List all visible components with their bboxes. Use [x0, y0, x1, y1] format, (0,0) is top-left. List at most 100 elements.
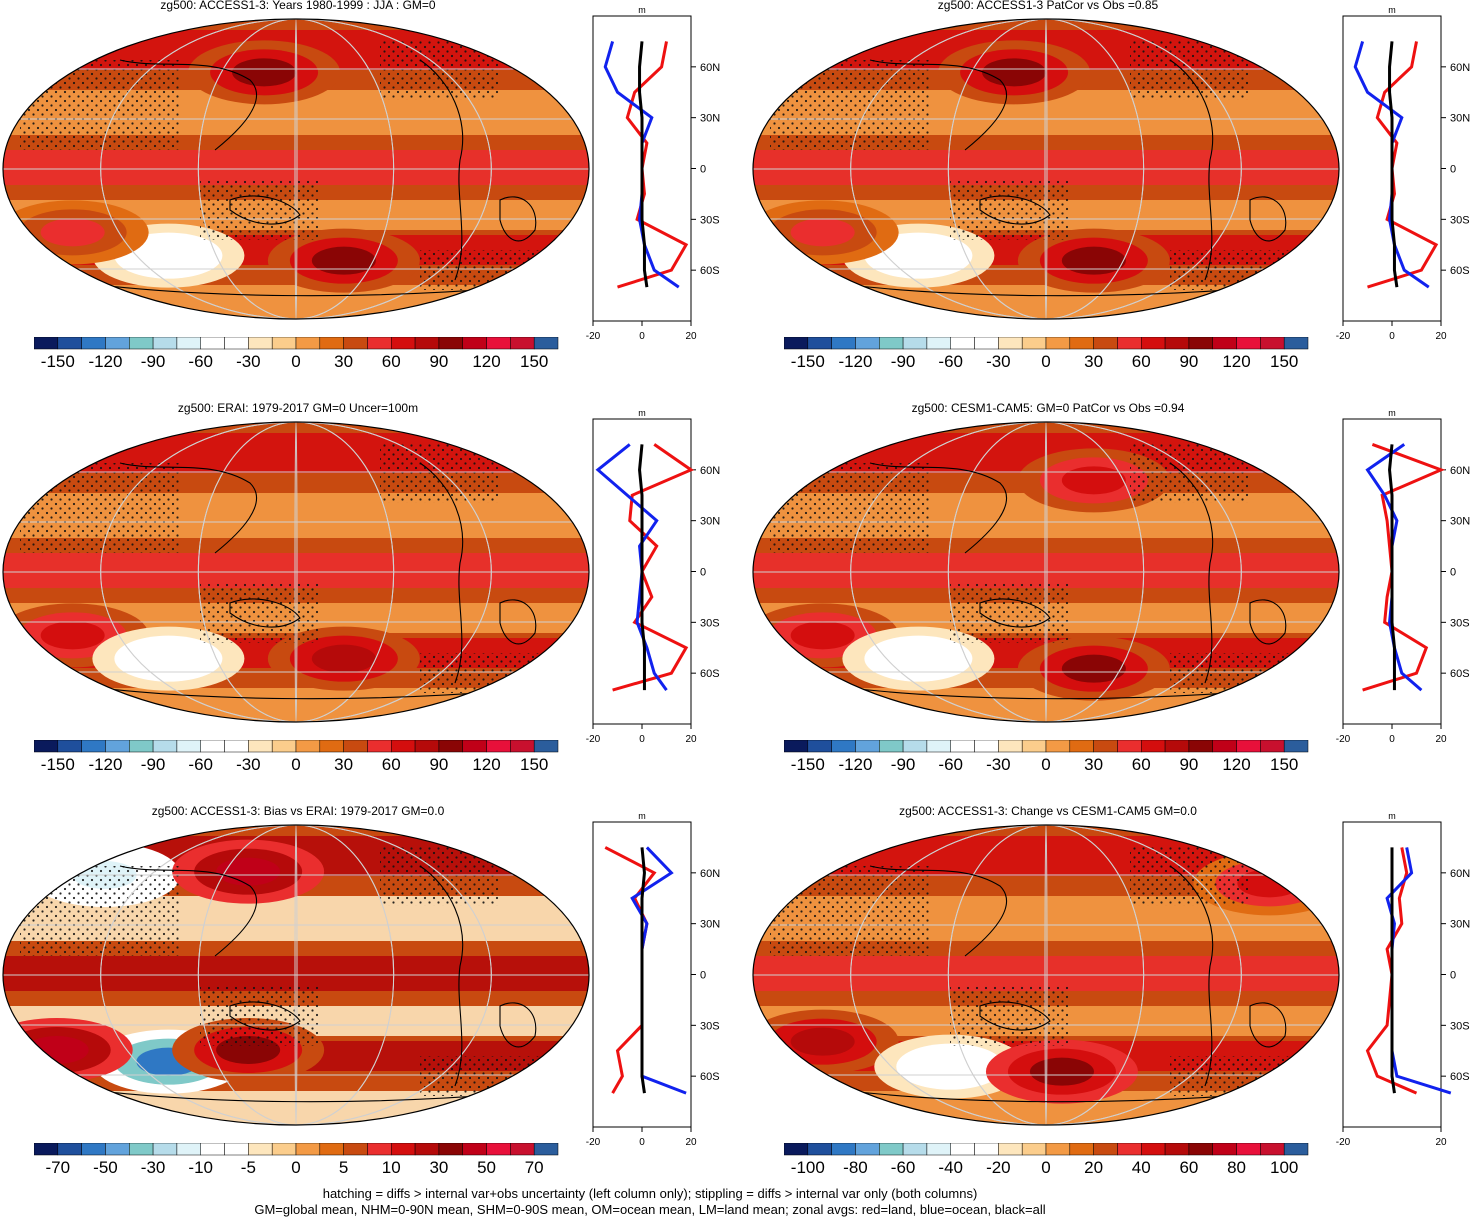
colorbar-swatch — [438, 740, 463, 753]
profile-unit: m — [638, 5, 646, 15]
colorbar-label: 0 — [291, 352, 301, 371]
profile-y-tick-label: 60S — [1450, 265, 1470, 277]
profile-x-tick-label: -20 — [586, 734, 601, 745]
colorbar-swatch — [391, 337, 416, 350]
colorbar-label: -150 — [790, 352, 825, 371]
colorbar-label: 100 — [1269, 1158, 1299, 1177]
colorbar-swatch — [974, 337, 999, 350]
colorbar-swatch — [1212, 337, 1237, 350]
profile-x-tick-label: 20 — [1435, 1137, 1447, 1148]
colorbar-swatch — [926, 1143, 951, 1156]
colorbar-swatch — [224, 337, 249, 350]
map-feature — [982, 58, 1047, 87]
colorbar-swatch — [414, 1143, 440, 1156]
colorbar-swatch — [1069, 337, 1094, 350]
colorbar-swatch — [1117, 337, 1142, 350]
profile-y-tick-label: 30S — [1450, 617, 1470, 629]
colorbar-label: -90 — [890, 755, 916, 774]
map-feature — [136, 241, 201, 270]
profile-y-tick-label: 60N — [1450, 465, 1470, 477]
colorbar-swatch — [248, 740, 273, 753]
footnote-line-2: GM=global mean, NHM=0-90N mean, SHM=0-90… — [254, 1202, 1046, 1217]
colorbar-swatch — [1188, 1143, 1213, 1156]
profile-x-tick-label: 20 — [685, 1137, 697, 1148]
colorbar-swatch — [1117, 1143, 1142, 1156]
map-band — [753, 956, 1339, 991]
colorbar-swatch — [176, 337, 201, 350]
colorbar-swatch — [295, 1143, 321, 1156]
map-band — [753, 553, 1339, 588]
colorbar-swatch — [1141, 740, 1166, 753]
map-feature — [24, 1036, 89, 1064]
map-band — [3, 150, 589, 185]
colorbar-swatch — [319, 740, 344, 753]
map-title: zg500: CESM1-CAM5: GM=0 PatCor vs Obs =0… — [911, 401, 1185, 415]
profile-y-tick-label: 0 — [1450, 567, 1456, 579]
colorbar-swatch — [271, 1143, 297, 1156]
colorbar-swatch — [831, 740, 856, 753]
profile-x-tick-label: -20 — [1336, 331, 1351, 342]
colorbar-label: -40 — [938, 1158, 964, 1177]
zonal-profile: 60N 30N 0 30S 60S -20 0 20 m — [586, 408, 720, 745]
colorbar-label: 30 — [334, 352, 354, 371]
colorbar-swatch — [1260, 740, 1285, 753]
colorbar-labels: -150 -120 -90 -60 -30 0 30 60 90 120 150 — [34, 755, 558, 777]
colorbar-swatch — [176, 1143, 201, 1156]
colorbar-swatch — [902, 337, 928, 350]
profile-y-tick-label: 0 — [700, 970, 706, 982]
profile-x-tick-label: -20 — [586, 1137, 601, 1148]
colorbar-swatch — [831, 337, 856, 350]
colorbar-label: 70 — [524, 1158, 544, 1177]
colorbar-swatch — [784, 1143, 809, 1156]
colorbar-swatch — [271, 337, 297, 350]
profile-y-tick-label: 60N — [1450, 62, 1470, 74]
colorbar-swatch — [1141, 1143, 1166, 1156]
profile-y-tick-label: 30N — [700, 113, 720, 125]
profile-y-tick-label: 60N — [700, 868, 720, 880]
map-feature — [886, 241, 951, 270]
map-feature — [918, 1052, 983, 1081]
colorbar-swatch — [533, 1143, 559, 1156]
profile-y-tick-label: 60S — [1450, 1071, 1470, 1083]
colorbar-swatch — [1188, 740, 1213, 753]
zonal-profile: 60N 30N 0 30S 60S -20 20 m — [1336, 811, 1470, 1148]
colorbar — [34, 337, 559, 350]
profile-x-tick-label: 20 — [1435, 331, 1447, 342]
profile-y-tick-label: 60S — [700, 668, 720, 680]
profile-y-tick-label: 0 — [700, 164, 706, 176]
colorbar-swatch — [105, 337, 130, 350]
colorbar-swatch — [271, 740, 297, 753]
profile-y-tick-label: 30S — [700, 214, 720, 226]
colorbar-swatch — [1045, 337, 1071, 350]
colorbar-label: 60 — [381, 755, 401, 774]
colorbar-swatch — [950, 337, 975, 350]
colorbar-label: -120 — [88, 352, 123, 371]
profile-x-tick-label: 0 — [1389, 734, 1395, 745]
colorbar-label: 90 — [429, 755, 449, 774]
colorbar-swatch — [879, 1143, 904, 1156]
colorbar-swatch — [879, 337, 904, 350]
zonal-profile: 60N 30N 0 30S 60S -20 0 20 m — [1336, 408, 1470, 745]
colorbar-labels: -100 -80 -60 -40 -20 0 20 40 60 80 100 — [784, 1158, 1308, 1180]
colorbar-label: -60 — [890, 1158, 916, 1177]
colorbar-label: 60 — [1131, 755, 1151, 774]
colorbar-swatch — [533, 337, 559, 350]
colorbar-swatch — [1069, 1143, 1094, 1156]
colorbar-swatch — [391, 740, 416, 753]
colorbar-label: 5 — [338, 1158, 349, 1177]
panel-6: zg500: ACCESS1-3: Change vs CESM1-CAM5 G… — [750, 804, 1483, 1186]
map-title: zg500: ACCESS1-3: Change vs CESM1-CAM5 G… — [899, 804, 1197, 818]
map-feature — [136, 644, 201, 673]
colorbar-swatch — [1093, 337, 1118, 350]
colorbar-label: -120 — [838, 352, 873, 371]
colorbar-label: -70 — [45, 1158, 71, 1177]
colorbar-swatch — [926, 740, 951, 753]
profile-y-tick-label: 30N — [700, 919, 720, 931]
colorbar-swatch — [462, 1143, 487, 1156]
colorbar-label: 30 — [334, 755, 354, 774]
colorbar-labels: -150 -120 -90 -60 -30 0 30 60 90 120 150 — [784, 352, 1308, 374]
profile-y-tick-label: 0 — [1450, 164, 1456, 176]
colorbar-swatch — [1093, 740, 1118, 753]
colorbar-labels: -150 -120 -90 -60 -30 0 30 60 90 120 150 — [784, 755, 1308, 777]
colorbar-swatch — [533, 740, 559, 753]
